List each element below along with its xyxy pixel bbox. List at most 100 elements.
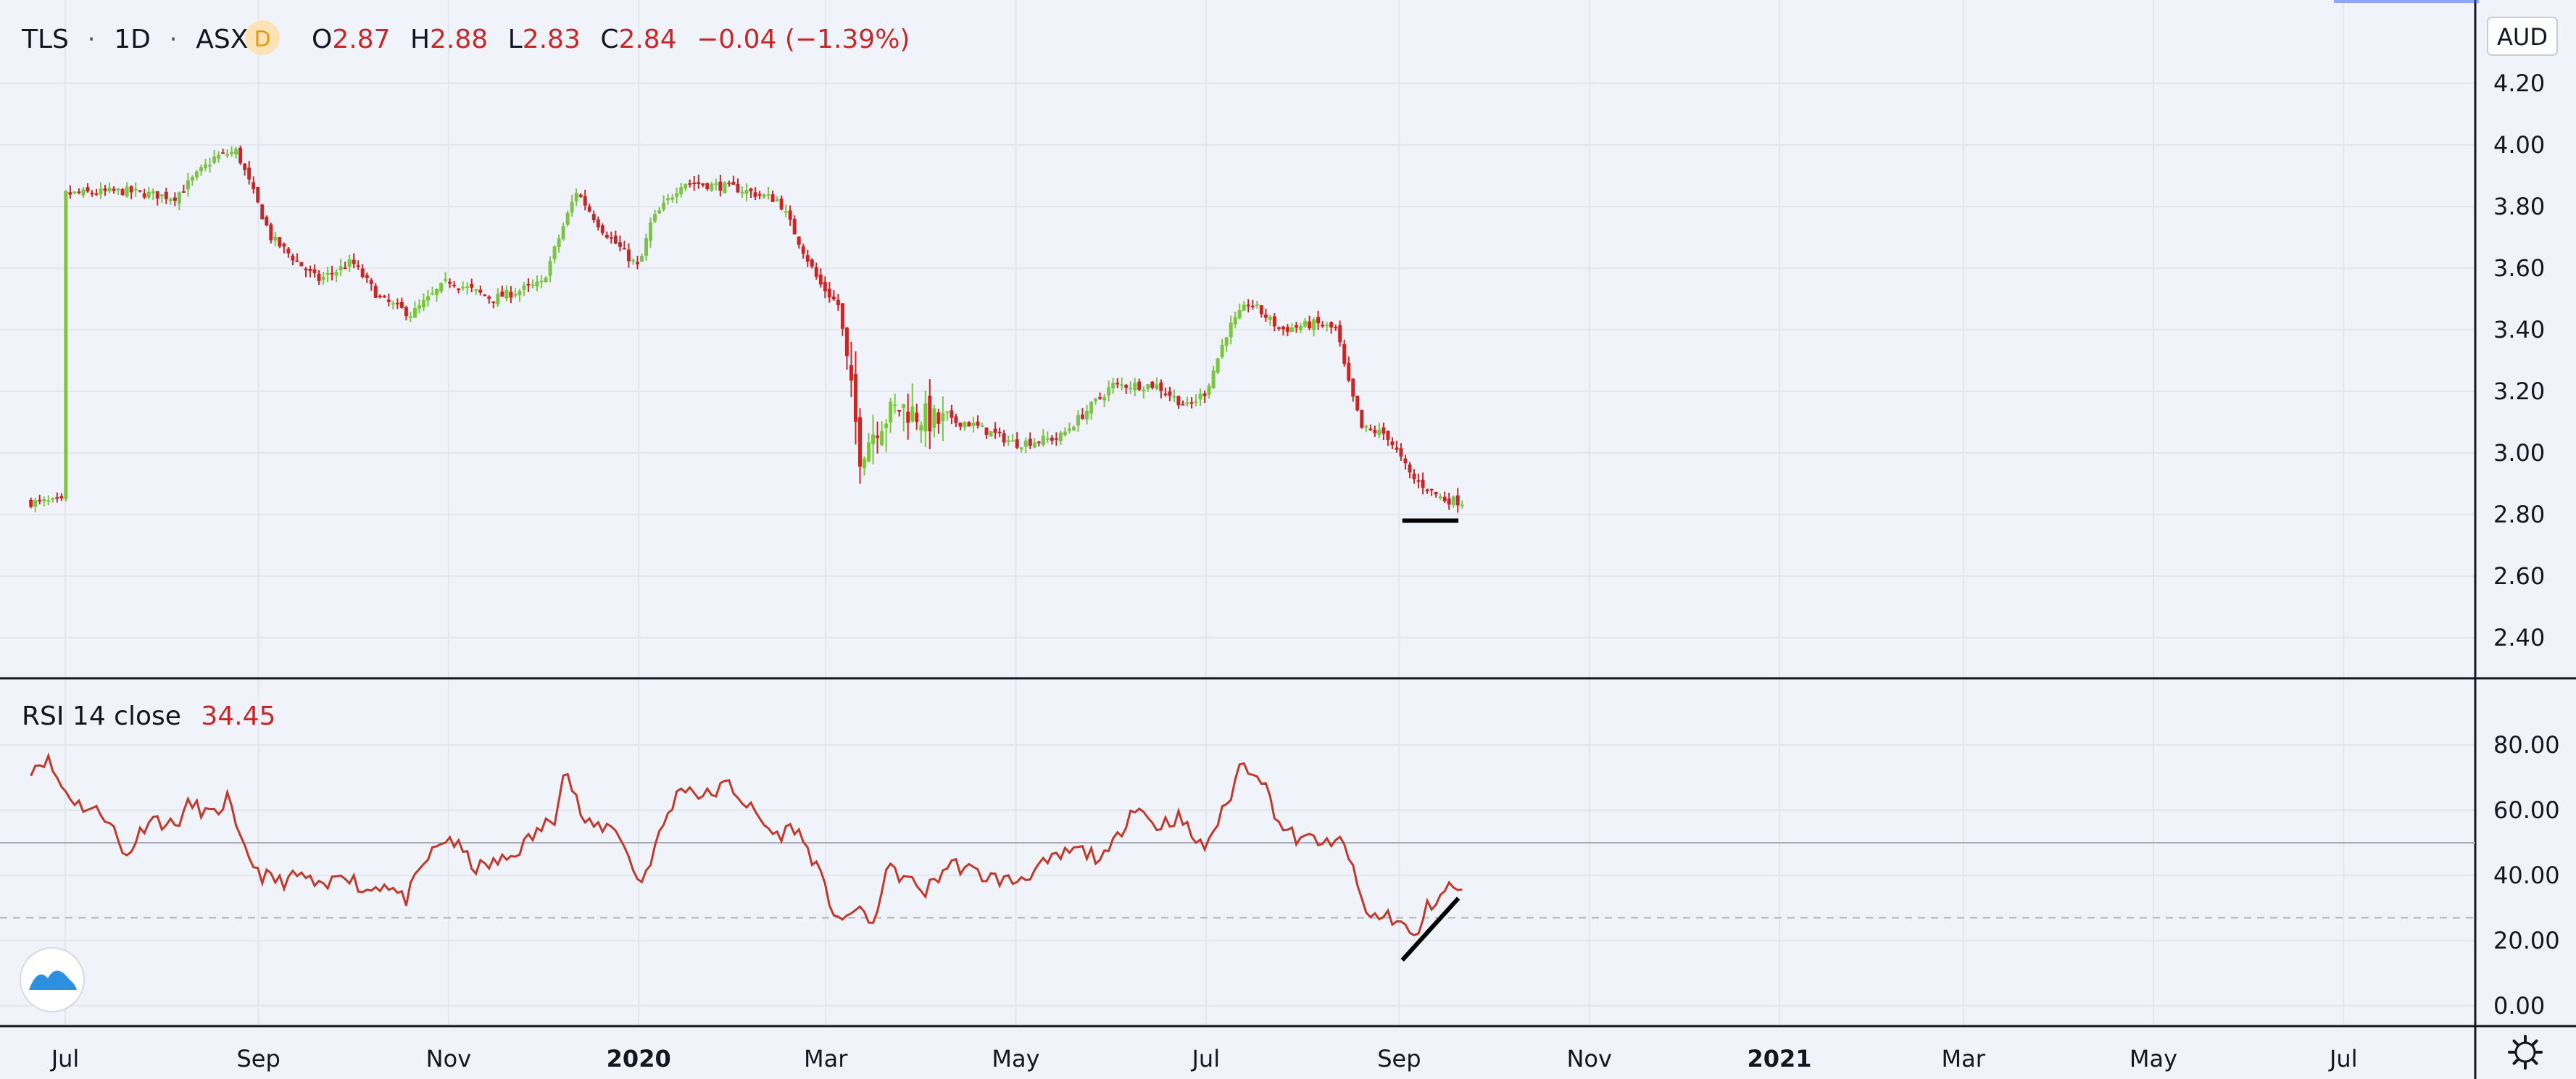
candle-body <box>797 236 801 245</box>
candle-body <box>386 299 391 302</box>
candle-body <box>1408 464 1412 472</box>
price-tick-label: 2.80 <box>2493 501 2545 528</box>
candle-body <box>906 411 910 423</box>
candle-body <box>1316 317 1321 324</box>
candle-body <box>90 192 94 194</box>
candle-body <box>561 226 565 240</box>
candle-body <box>112 188 116 191</box>
candle-body <box>1067 428 1071 431</box>
time-tick-label: May <box>992 1045 1039 1072</box>
candle-body <box>221 152 225 154</box>
candle-body <box>286 249 291 254</box>
candle-body <box>784 211 788 213</box>
candle-body <box>465 286 470 288</box>
candle-body <box>68 192 72 195</box>
rsi-label: RSI 14 close <box>22 701 181 731</box>
candle-body <box>64 191 68 500</box>
candle-body <box>1429 488 1434 491</box>
candle-body <box>609 237 613 239</box>
delay-badge-circle[interactable] <box>245 20 280 55</box>
candle-body <box>291 255 295 261</box>
candle-body <box>431 293 435 295</box>
candle-body <box>1338 325 1342 343</box>
candle-body <box>557 238 561 248</box>
candle-body <box>439 283 444 292</box>
candle-body <box>827 288 831 298</box>
candle-body <box>1032 442 1036 448</box>
interval-label: 1D <box>114 25 151 54</box>
candle-body <box>478 289 483 293</box>
candle-body <box>1373 430 1377 433</box>
rsi-tick-label: 40.00 <box>2493 862 2560 889</box>
candle-body <box>1246 304 1250 307</box>
candle-body <box>618 242 622 247</box>
time-axis[interactable]: Jul Sep Nov 2020 Mar May Jul Sep Nov 2021 Mar May Ju… <box>50 1045 2358 1072</box>
candle-body <box>1045 438 1050 440</box>
candle-body <box>308 269 312 271</box>
candle-body <box>155 191 159 199</box>
candle-body <box>491 301 496 303</box>
candle-body <box>186 180 190 190</box>
candle-body <box>662 202 666 210</box>
candle-body <box>539 280 544 283</box>
candle-body <box>936 412 941 424</box>
candle-body <box>278 237 282 246</box>
price-tick-label: 3.20 <box>2493 378 2545 405</box>
candle-body <box>915 412 919 422</box>
candle-body <box>1334 327 1338 329</box>
candle-body <box>644 238 649 256</box>
candle-body <box>963 422 967 428</box>
candle-body <box>238 147 243 164</box>
settings-gear-icon[interactable] <box>2508 1035 2543 1070</box>
candle-body <box>513 293 518 296</box>
candle-body <box>844 328 849 357</box>
candle-body <box>1386 430 1390 441</box>
candle-body <box>823 281 827 291</box>
rsi-axis[interactable]: 80.00 60.00 40.00 20.00 0.00 <box>2493 731 2560 1020</box>
candle-body <box>902 404 906 409</box>
candle-body <box>1285 327 1289 332</box>
candle-body <box>1028 438 1032 446</box>
candle-body <box>871 434 876 444</box>
candle-body <box>51 498 55 500</box>
candle-body <box>1272 316 1276 327</box>
price-axis[interactable]: 4.20 4.00 3.80 3.60 3.40 3.20 3.00 2.80 2.60 2.40 <box>2493 70 2545 651</box>
candle-body <box>230 151 234 154</box>
candle-body <box>692 183 697 185</box>
candle-body <box>1168 391 1172 396</box>
candle-body <box>1447 499 1451 505</box>
candle-body <box>836 299 840 306</box>
candle-body <box>1163 393 1168 396</box>
candle-body <box>1395 447 1399 450</box>
candle-body <box>133 188 138 191</box>
currency-box[interactable] <box>2487 17 2558 56</box>
candle-body <box>125 186 129 197</box>
candle-body <box>1015 439 1019 448</box>
candle-body <box>509 291 513 298</box>
candle-body <box>273 236 278 241</box>
candle-body <box>1176 396 1181 406</box>
candle-body <box>1308 321 1312 328</box>
candle-body <box>1364 425 1368 428</box>
candle-body <box>116 188 120 191</box>
candle-body <box>269 224 273 241</box>
candle-body <box>1268 317 1272 320</box>
candle-body <box>1041 436 1045 446</box>
candle-body <box>893 404 897 407</box>
symbol-legend[interactable]: TLS · 1D · ASX <box>21 25 248 54</box>
candle-body <box>1455 495 1460 506</box>
rsi-legend[interactable]: RSI 14 close 34.45 <box>22 701 275 731</box>
candle-body <box>731 181 736 185</box>
candle-body <box>496 293 500 305</box>
candle-body <box>483 294 487 296</box>
rsi-trendline-drawing[interactable] <box>1400 896 1461 962</box>
candle-body <box>225 154 230 156</box>
candle-body <box>1094 399 1098 401</box>
candle-body <box>1229 322 1233 338</box>
candle-body <box>853 374 857 422</box>
candle-body <box>583 196 587 206</box>
candle-body <box>535 281 539 287</box>
candle-body <box>1198 393 1202 400</box>
candle-body <box>1263 314 1268 318</box>
